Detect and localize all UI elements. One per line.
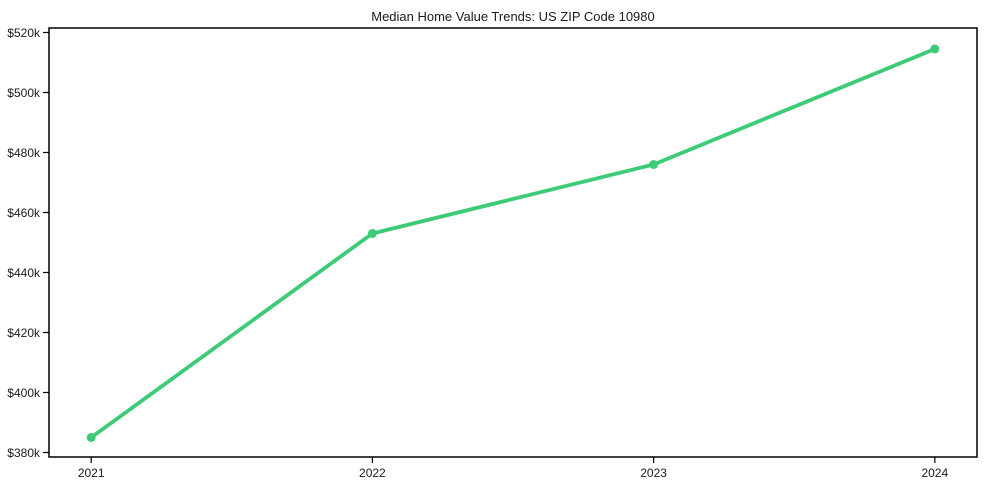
y-tick-label: $460k bbox=[7, 206, 41, 220]
x-tick-label: 2024 bbox=[921, 466, 948, 480]
y-tick-label: $440k bbox=[7, 266, 41, 280]
y-tick-label: $400k bbox=[7, 386, 41, 400]
data-point bbox=[367, 229, 377, 238]
data-point bbox=[649, 160, 659, 169]
line-series bbox=[89, 47, 937, 440]
chart-title: Median Home Value Trends: US ZIP Code 10… bbox=[371, 9, 655, 24]
y-tick-label: $480k bbox=[7, 146, 41, 160]
x-tick-label: 2023 bbox=[640, 466, 667, 480]
y-tick-label: $520k bbox=[7, 26, 41, 40]
x-tick-label: 2021 bbox=[78, 466, 105, 480]
y-tick-label: $420k bbox=[7, 326, 41, 340]
data-point bbox=[930, 44, 940, 54]
x-tick-label: 2022 bbox=[359, 466, 386, 480]
data-point bbox=[86, 433, 96, 442]
y-tick-label: $380k bbox=[7, 446, 41, 460]
plot-border bbox=[48, 27, 978, 458]
y-tick-label: $500k bbox=[7, 86, 41, 100]
